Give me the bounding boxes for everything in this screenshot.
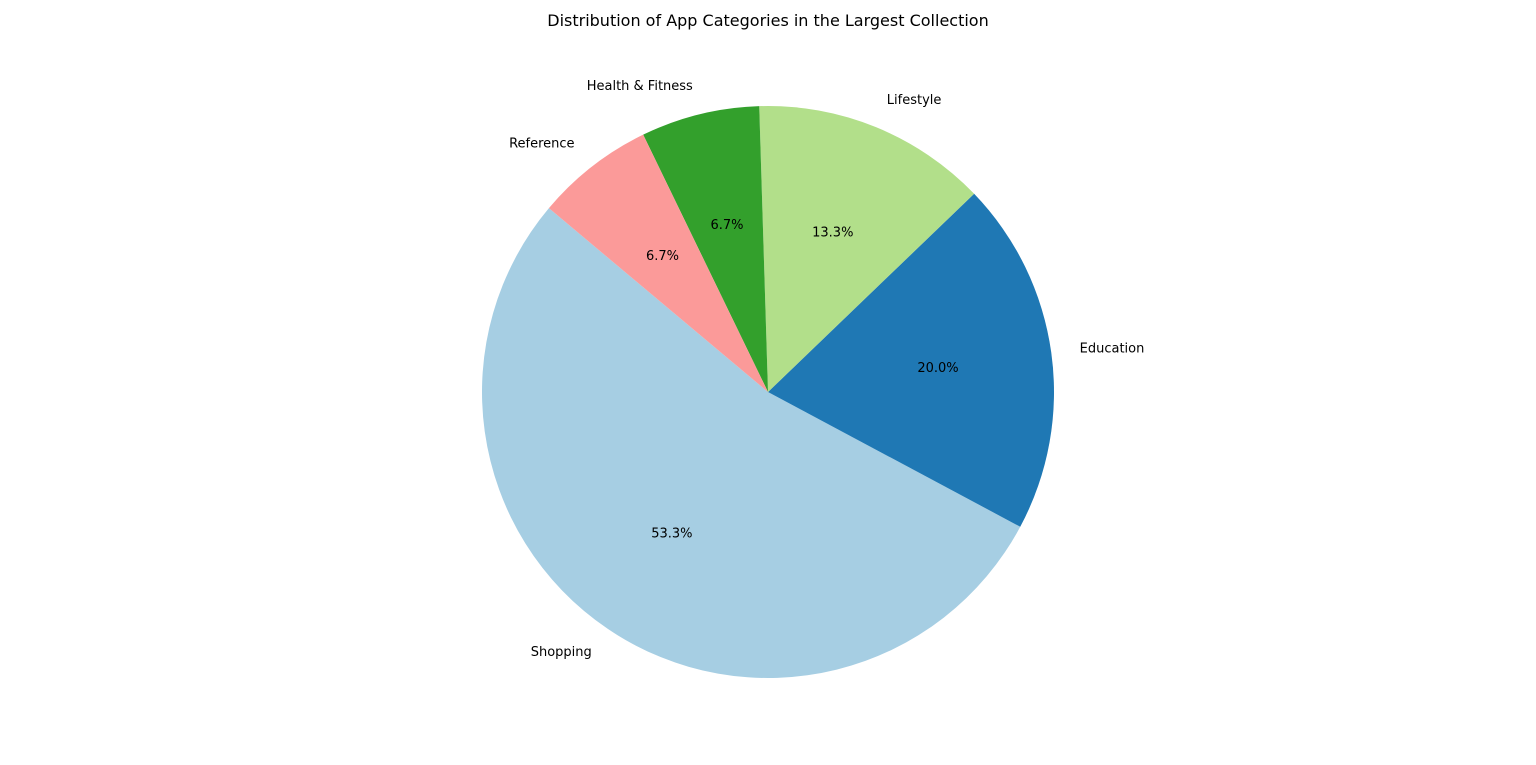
pie-slice-education — [768, 193, 1054, 527]
slice-label-shopping: Shopping — [531, 645, 592, 660]
pie-slice-shopping — [482, 208, 1021, 678]
pie-slice-reference — [548, 134, 768, 393]
slice-percent-education: 20.0% — [917, 361, 958, 376]
pie-slices — [482, 105, 1054, 678]
slice-percent-lifestyle: 13.3% — [812, 226, 853, 241]
slice-label-lifestyle: Lifestyle — [887, 93, 942, 108]
slice-percent-shopping: 53.3% — [651, 527, 692, 542]
slice-percent-health-and-fitness: 6.7% — [710, 218, 743, 233]
pie-labels: Shopping 53.3% Education 20.0% Lifestyle 13.3… — [509, 79, 1144, 660]
slice-percent-reference: 6.7% — [646, 249, 679, 264]
pie-slice-lifestyle — [759, 105, 975, 392]
pie-slice-health-and-fitness — [643, 106, 768, 392]
slice-label-reference: Reference — [509, 136, 574, 151]
chart-title: Distribution of App Categories in the La… — [547, 11, 988, 30]
slice-label-education: Education — [1080, 341, 1145, 356]
slice-label-health-and-fitness: Health & Fitness — [587, 79, 693, 94]
